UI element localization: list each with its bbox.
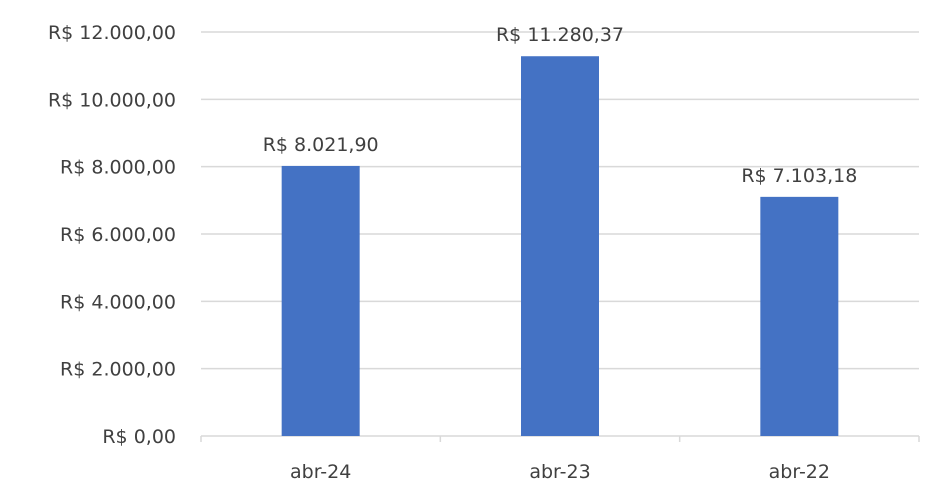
bar bbox=[281, 165, 360, 436]
y-tick-label: R$ 4.000,00 bbox=[60, 291, 176, 313]
data-label: R$ 8.021,90 bbox=[263, 134, 379, 156]
data-labels: R$ 8.021,90 R$ 11.280,37 R$ 7.103,18 bbox=[263, 24, 858, 187]
y-tick-label: R$ 2.000,00 bbox=[60, 359, 176, 381]
x-tick-label: abr-23 bbox=[529, 461, 590, 483]
y-tick-label: R$ 12.000,00 bbox=[48, 22, 176, 44]
bar bbox=[521, 56, 599, 437]
bars bbox=[281, 56, 839, 437]
x-tick-label: abr-24 bbox=[290, 461, 351, 483]
y-tick-label: R$ 10.000,00 bbox=[48, 89, 176, 111]
y-tick-label: R$ 6.000,00 bbox=[60, 224, 176, 246]
y-tick-label: R$ 0,00 bbox=[102, 426, 176, 448]
bar bbox=[760, 196, 839, 436]
data-label: R$ 7.103,18 bbox=[741, 165, 857, 187]
y-axis-tick-labels: R$ 0,00 R$ 2.000,00 R$ 4.000,00 R$ 6.000,00… bbox=[48, 22, 176, 448]
x-axis-tick-labels: abr-24 abr-23 abr-22 bbox=[290, 461, 830, 483]
x-tick-label: abr-22 bbox=[769, 461, 830, 483]
data-label: R$ 11.280,37 bbox=[496, 24, 624, 46]
y-tick-label: R$ 8.000,00 bbox=[60, 157, 176, 179]
